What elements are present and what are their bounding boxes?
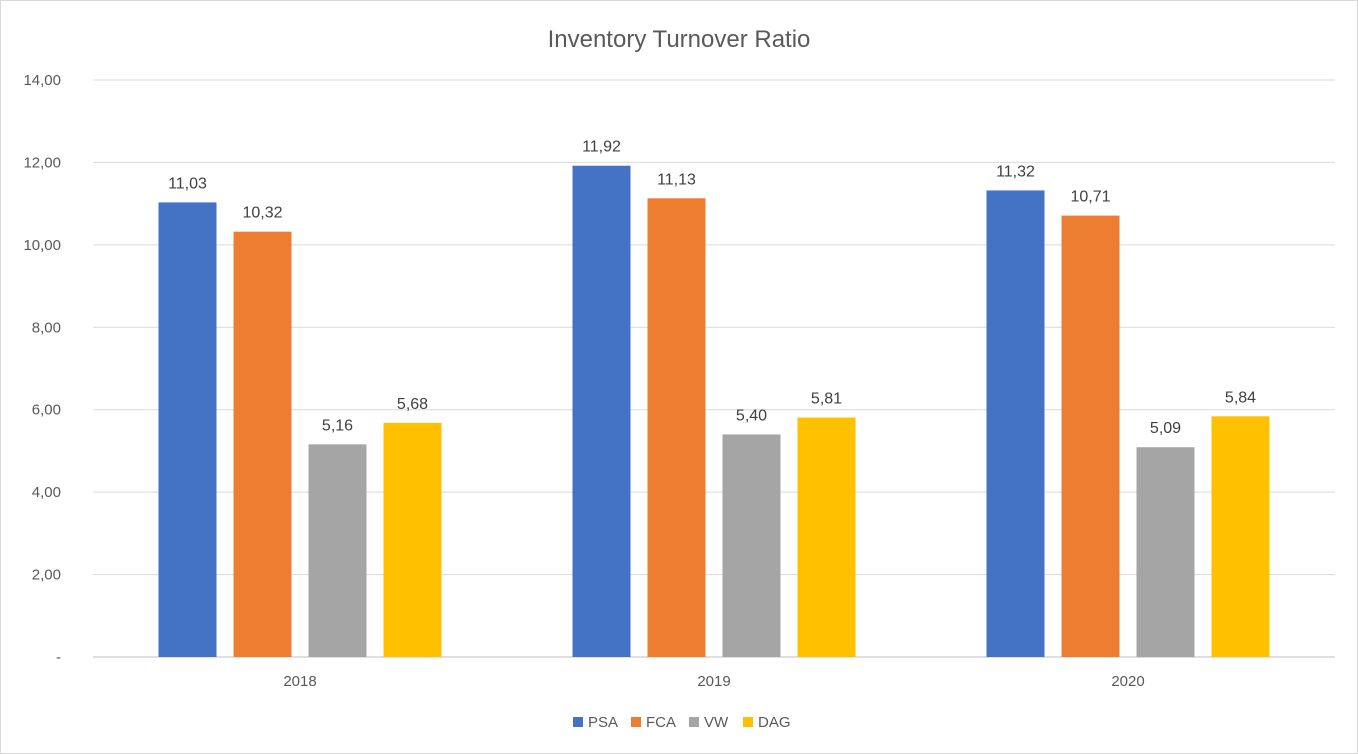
y-tick-label: 2,00 [32,567,61,584]
data-labels: 11,03 10,32 5,16 5,68 11,92 11,13 5,40 5,81 11,3… [168,139,1256,437]
bar-vw-2018 [308,444,367,657]
bar-fca-2019 [647,198,706,657]
legend-label-vw: VW [704,714,729,731]
data-label-vw-2018: 5,16 [322,417,353,434]
x-tick-label: 2018 [283,673,316,690]
data-label-vw-2020: 5,09 [1150,420,1181,437]
legend-swatch-vw [689,717,699,727]
y-axis-ticks: - 2,00 4,00 6,00 8,00 10,00 12,00 14,00 [23,72,61,666]
y-tick-label: 6,00 [32,402,61,419]
x-tick-label: 2020 [1111,673,1144,690]
bars [158,165,1270,657]
data-label-fca-2020: 10,71 [1070,189,1110,206]
bar-dag-2019 [797,417,856,657]
data-label-fca-2019: 11,13 [657,171,696,188]
legend-label-dag: DAG [758,714,791,731]
data-label-psa-2018: 11,03 [168,175,207,192]
legend-label-fca: FCA [646,714,676,731]
x-tick-label: 2019 [697,673,730,690]
gridlines [93,79,1335,658]
bar-dag-2018 [383,422,442,657]
data-label-dag-2018: 5,68 [397,396,428,413]
data-label-psa-2020: 11,32 [996,163,1035,180]
data-label-fca-2018: 10,32 [242,205,282,222]
bar-fca-2018 [233,231,292,657]
chart-title: Inventory Turnover Ratio [548,26,811,53]
y-tick-label: 12,00 [23,154,61,171]
bar-psa-2020 [986,190,1045,657]
data-label-vw-2019: 5,40 [736,407,767,424]
data-label-psa-2019: 11,92 [582,139,621,156]
legend: PSA FCA VW DAG [573,714,791,731]
bar-vw-2020 [1136,447,1195,657]
bar-psa-2019 [572,165,631,657]
y-tick-label: 8,00 [32,319,61,336]
y-tick-label: 4,00 [32,484,61,501]
data-label-dag-2019: 5,81 [811,391,842,408]
legend-swatch-fca [631,717,641,727]
legend-swatch-psa [573,717,583,727]
bar-fca-2020 [1061,215,1120,657]
bar-psa-2018 [158,202,217,657]
legend-swatch-dag [743,717,753,727]
y-tick-label: - [56,649,61,666]
legend-label-psa: PSA [588,714,618,731]
y-tick-label: 10,00 [23,237,61,254]
x-axis-ticks: 2018 2019 2020 [283,673,1144,690]
bar-vw-2019 [722,434,781,657]
y-tick-label: 14,00 [23,72,61,89]
bar-dag-2020 [1211,416,1270,657]
data-label-dag-2020: 5,84 [1225,389,1256,406]
